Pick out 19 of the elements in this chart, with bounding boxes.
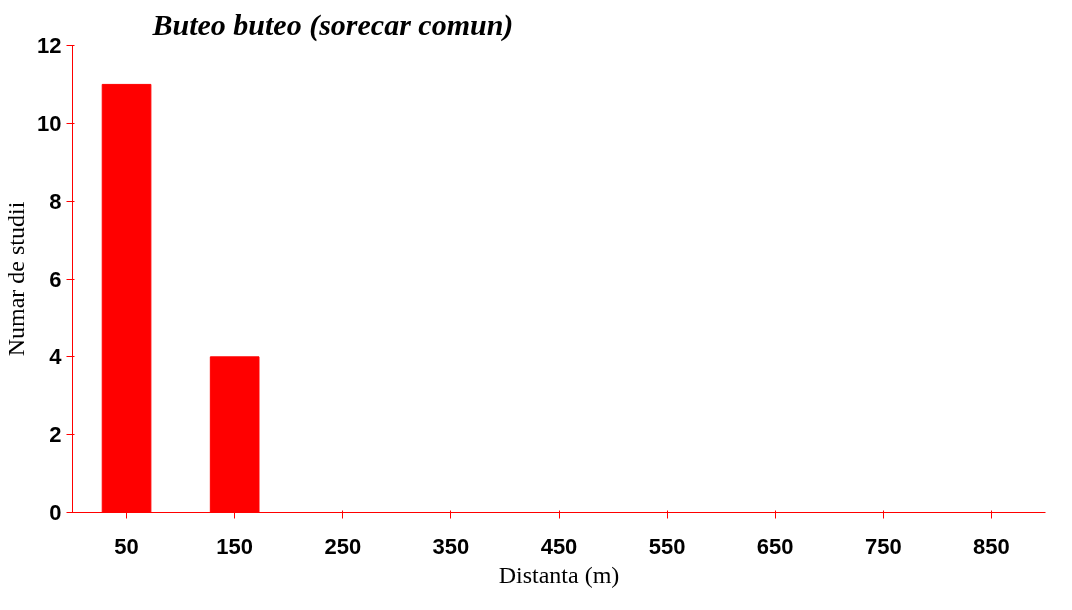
y-tick-label: 10 (37, 110, 62, 136)
y-axis-title: Numar de studii (3, 201, 30, 357)
x-tick-label: 850 (973, 533, 1010, 559)
y-tick-label: 2 (49, 422, 62, 448)
x-tick-label: 50 (114, 533, 139, 559)
x-tick-label: 650 (756, 533, 794, 559)
x-tick-label: 250 (324, 533, 362, 559)
y-tick-label: 8 (49, 188, 62, 214)
x-axis-title: Distanta (m) (498, 561, 620, 588)
y-tick-label: 12 (37, 33, 62, 58)
x-tick-label: 350 (432, 533, 470, 559)
x-tick-label: 550 (648, 533, 686, 559)
chart-title: Buteo buteo (sorecar comun) (151, 7, 514, 42)
y-tick-label: 0 (49, 500, 62, 525)
y-tick-label: 6 (49, 266, 62, 292)
x-tick-label: 450 (540, 533, 578, 559)
y-tick-label: 4 (49, 344, 63, 370)
x-tick-label: 750 (864, 533, 902, 559)
x-tick-label: 150 (216, 533, 254, 559)
